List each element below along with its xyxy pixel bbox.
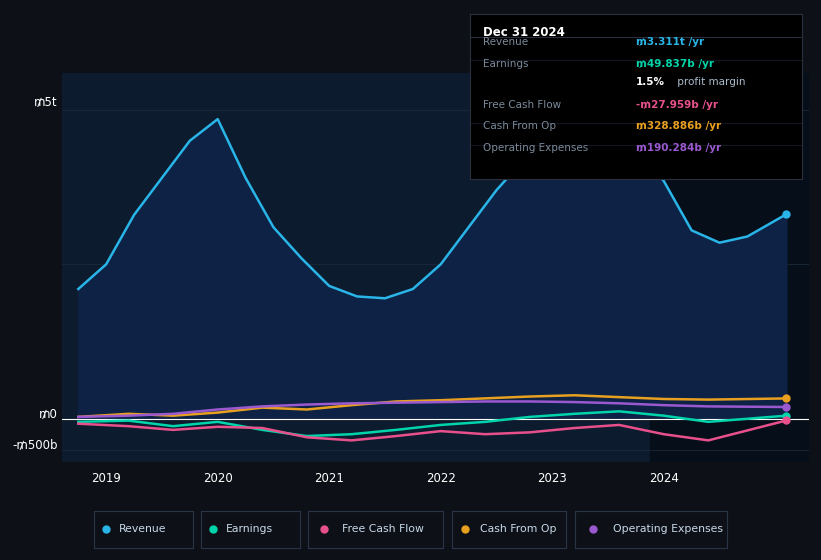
Text: ₥0: ₥0 bbox=[39, 408, 57, 421]
Text: Revenue: Revenue bbox=[119, 525, 167, 534]
Text: ₥49.837b /yr: ₥49.837b /yr bbox=[635, 58, 714, 68]
Text: ₥328.886b /yr: ₥328.886b /yr bbox=[635, 122, 721, 131]
Text: Cash From Op: Cash From Op bbox=[483, 122, 556, 131]
Bar bbox=[650, 73, 809, 462]
Text: 1.5%: 1.5% bbox=[635, 77, 665, 87]
Text: Free Cash Flow: Free Cash Flow bbox=[342, 525, 424, 534]
Text: Revenue: Revenue bbox=[483, 37, 528, 47]
Text: Operating Expenses: Operating Expenses bbox=[612, 525, 722, 534]
Text: ₥190.284b /yr: ₥190.284b /yr bbox=[635, 143, 721, 153]
Text: Cash From Op: Cash From Op bbox=[480, 525, 557, 534]
Text: Dec 31 2024: Dec 31 2024 bbox=[483, 26, 565, 39]
Text: profit margin: profit margin bbox=[674, 77, 745, 87]
Text: -₥27.959b /yr: -₥27.959b /yr bbox=[635, 100, 718, 110]
Text: ₥3.311t /yr: ₥3.311t /yr bbox=[635, 37, 704, 47]
Text: Earnings: Earnings bbox=[226, 525, 273, 534]
Text: Free Cash Flow: Free Cash Flow bbox=[483, 100, 561, 110]
Text: Operating Expenses: Operating Expenses bbox=[483, 143, 588, 153]
Text: ₥5t: ₥5t bbox=[34, 96, 57, 109]
Text: -₥500b: -₥500b bbox=[12, 438, 57, 452]
Text: Earnings: Earnings bbox=[483, 58, 529, 68]
